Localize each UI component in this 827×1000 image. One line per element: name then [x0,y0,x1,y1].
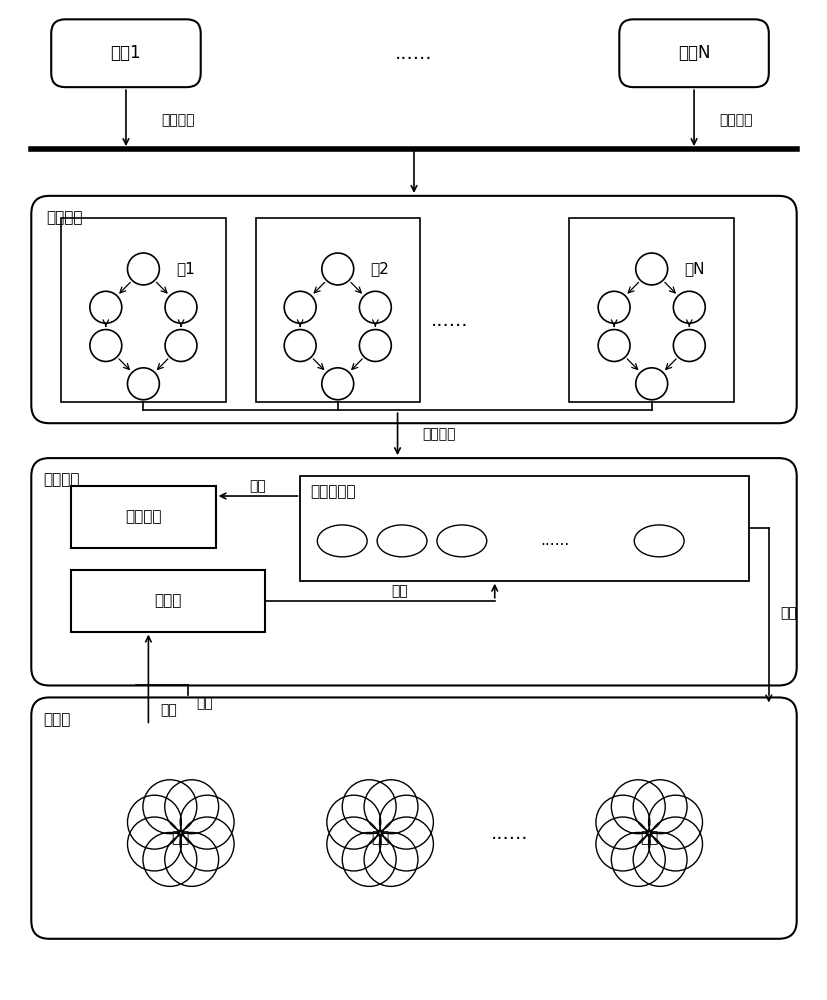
Text: 流1: 流1 [176,261,194,276]
Text: 用户N: 用户N [677,44,710,62]
Circle shape [342,832,395,886]
Ellipse shape [317,525,366,557]
Circle shape [127,253,159,285]
Ellipse shape [437,525,486,557]
Text: 函数: 函数 [370,831,389,846]
Circle shape [322,368,353,400]
Circle shape [364,780,418,834]
Text: 提交任务: 提交任务 [718,113,752,127]
Circle shape [127,817,181,871]
Circle shape [180,817,234,871]
Circle shape [327,817,380,871]
Circle shape [143,832,197,886]
Circle shape [90,330,122,361]
Ellipse shape [633,525,683,557]
FancyBboxPatch shape [31,196,796,423]
Circle shape [610,780,664,834]
Text: 任务调度器: 任务调度器 [310,485,356,500]
Circle shape [284,330,316,361]
Text: ......: ...... [394,44,433,63]
Text: 提交任务: 提交任务 [422,427,456,441]
Text: 监视器: 监视器 [155,593,182,608]
Text: ......: ...... [490,824,528,843]
Text: 用户界面: 用户界面 [125,509,161,524]
FancyBboxPatch shape [31,697,796,939]
Text: 函数: 函数 [639,831,657,846]
Text: 反馈: 反馈 [391,584,408,598]
Bar [256,218,419,402]
Circle shape [648,817,701,871]
Text: ......: ...... [539,533,568,548]
Circle shape [180,795,234,849]
Text: 工作流池: 工作流池 [46,210,83,225]
Text: 报告: 报告 [160,703,177,717]
Circle shape [597,330,629,361]
Bar [61,218,226,402]
Text: 流2: 流2 [370,261,389,276]
Text: ......: ...... [431,311,468,330]
Circle shape [155,807,207,859]
Circle shape [672,291,705,323]
Ellipse shape [376,525,427,557]
Circle shape [322,253,353,285]
Circle shape [165,291,197,323]
Text: 报告: 报告 [250,479,266,493]
Bar [71,486,215,548]
FancyBboxPatch shape [51,19,200,87]
Circle shape [672,330,705,361]
Circle shape [165,832,218,886]
Circle shape [597,291,629,323]
Circle shape [379,817,433,871]
Text: 资源池: 资源池 [43,712,70,727]
Circle shape [127,795,181,849]
Bar [569,218,733,402]
FancyBboxPatch shape [31,458,796,685]
Circle shape [354,807,405,859]
Text: 控制中心: 控制中心 [43,473,79,488]
Circle shape [284,291,316,323]
Circle shape [635,253,667,285]
Circle shape [359,291,391,323]
Text: 提交任务: 提交任务 [160,113,194,127]
Circle shape [143,780,197,834]
Text: 调整: 调整 [196,696,213,710]
Circle shape [595,817,649,871]
Circle shape [633,780,686,834]
Circle shape [127,368,159,400]
Circle shape [595,795,649,849]
Bar [71,570,265,632]
Circle shape [90,291,122,323]
Circle shape [327,795,380,849]
Text: 流N: 流N [683,261,704,276]
Circle shape [635,368,667,400]
Text: 用户1: 用户1 [111,44,141,62]
Bar [300,476,748,581]
Circle shape [648,795,701,849]
Circle shape [165,780,218,834]
Circle shape [623,807,674,859]
Circle shape [364,832,418,886]
Circle shape [610,832,664,886]
Circle shape [342,780,395,834]
Text: 请求: 请求 [780,606,796,620]
Circle shape [633,832,686,886]
Circle shape [379,795,433,849]
Text: 函数: 函数 [171,831,189,846]
Circle shape [359,330,391,361]
FancyBboxPatch shape [619,19,768,87]
Circle shape [165,330,197,361]
